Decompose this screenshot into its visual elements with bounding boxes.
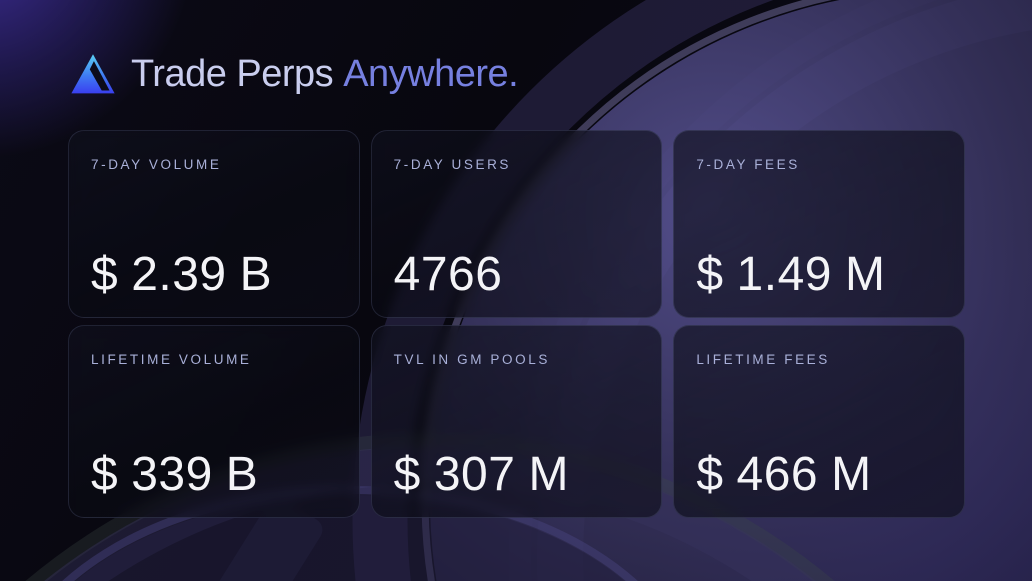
header: Trade Perps Anywhere. [70, 52, 519, 96]
title-primary: Trade Perps [131, 53, 334, 95]
stat-amount: 466 [736, 448, 819, 501]
stat-card-lifetime-fees: LIFETIME FEES $ 466 M [673, 325, 965, 518]
stat-label: 7-DAY USERS [393, 157, 512, 172]
stat-value: $ 466 M [696, 451, 940, 499]
currency-prefix: $ [91, 248, 119, 301]
stat-label: 7-DAY FEES [696, 157, 800, 172]
stat-unit: B [239, 248, 273, 301]
stat-card-lifetime-volume: LIFETIME VOLUME $ 339 B [68, 325, 360, 518]
stat-unit: M [831, 448, 872, 501]
stat-amount: 307 [433, 448, 516, 501]
stat-value: $ 1.49 M [696, 251, 940, 299]
stat-amount: 1.49 [736, 248, 832, 301]
stat-value: 4766 [394, 251, 638, 299]
stat-amount: 4766 [393, 248, 503, 301]
stat-card-7-day-fees: 7-DAY FEES $ 1.49 M [673, 130, 965, 318]
page-title: Trade Perps Anywhere. [131, 53, 519, 95]
stat-amount: 339 [131, 448, 213, 501]
stats-grid: 7-DAY VOLUME $ 2.39 B 7-DAY USERS 4766 7… [68, 130, 965, 518]
stat-label: LIFETIME FEES [696, 352, 830, 367]
stat-label: LIFETIME VOLUME [91, 352, 252, 367]
gmx-logo-icon [70, 52, 116, 96]
currency-prefix: $ [91, 448, 119, 501]
currency-prefix: $ [696, 248, 724, 301]
stat-card-tvl-gm-pools: TVL IN GM POOLS $ 307 M [370, 325, 663, 518]
currency-prefix: $ [393, 448, 421, 501]
stat-value: $ 307 M [394, 451, 638, 499]
title-accent: Anywhere. [343, 53, 519, 95]
currency-prefix: $ [696, 448, 724, 501]
stat-unit: M [528, 448, 569, 501]
stat-card-7-day-volume: 7-DAY VOLUME $ 2.39 B [68, 130, 360, 318]
stat-value: $ 2.39 B [91, 251, 335, 299]
stat-unit: M [844, 248, 886, 301]
stat-label: 7-DAY VOLUME [91, 157, 222, 172]
stat-label: TVL IN GM POOLS [393, 352, 550, 367]
stat-amount: 2.39 [131, 248, 227, 301]
stat-unit: B [225, 448, 259, 501]
stat-value: $ 339 B [91, 451, 335, 499]
stat-card-7-day-users: 7-DAY USERS 4766 [370, 130, 663, 318]
